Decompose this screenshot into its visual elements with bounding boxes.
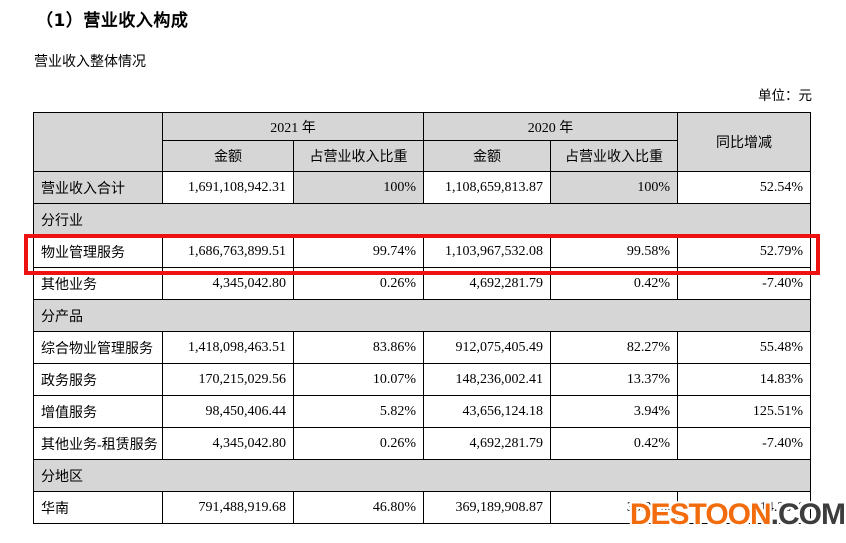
value-cell: 1,103,967,532.08 (423, 235, 551, 268)
section-row: 分地区 (33, 459, 811, 492)
section-label: 分行业 (33, 203, 811, 236)
value-cell: 4,692,281.79 (423, 267, 551, 300)
value-cell: 83.86% (293, 331, 424, 364)
value-cell: -7.40% (677, 267, 811, 300)
value-cell: 0.26% (293, 427, 424, 460)
table-row: 综合物业管理服务 1,418,098,463.51 83.86% 912,075,40… (33, 331, 811, 364)
value-cell: 369,189,908.87 (423, 491, 551, 524)
revenue-composition-table: 2021 年 2020 年 同比增减 金额 占营业收入比重 金额 占营业收入比重… (33, 112, 811, 524)
row-label: 物业管理服务 (33, 235, 163, 268)
year-2020-header: 2020 年 (423, 112, 678, 141)
value-cell: 55.48% (677, 331, 811, 364)
row-label: 华南 (33, 491, 163, 524)
value-cell: 3.94% (550, 395, 678, 428)
section-row: 分产品 (33, 299, 811, 332)
value-cell: 170,215,029.56 (162, 363, 294, 396)
value-cell: 912,075,405.49 (423, 331, 551, 364)
section-label: 分地区 (33, 459, 811, 492)
value-cell: 100% (293, 171, 424, 204)
value-cell: 82.27% (550, 331, 678, 364)
value-cell: 0.26% (293, 267, 424, 300)
value-cell: 1,418,098,463.51 (162, 331, 294, 364)
yoy-header: 同比增减 (677, 112, 811, 172)
share-2021-header: 占营业收入比重 (293, 140, 424, 172)
page-subtitle: 营业收入整体情况 (34, 55, 146, 70)
value-cell: 99.58% (550, 235, 678, 268)
value-cell: 1,686,763,899.51 (162, 235, 294, 268)
table-row: 其他业务-租赁服务 4,345,042.80 0.26% 4,692,281.79 0.… (33, 427, 811, 460)
value-cell: 1,691,108,942.31 (162, 171, 294, 204)
value-cell: 0.42% (550, 267, 678, 300)
section-row: 分行业 (33, 203, 811, 236)
value-cell: 14.83% (677, 363, 811, 396)
table-row: 物业管理服务 1,686,763,899.51 99.74% 1,103,967,53… (33, 235, 811, 268)
table-row: 营业收入合计 1,691,108,942.31 100% 1,108,659,813.… (33, 171, 811, 204)
value-cell: 148,236,002.41 (423, 363, 551, 396)
table-row: 其他业务 4,345,042.80 0.26% 4,692,281.79 0.42% -7… (33, 267, 811, 300)
value-cell: 125.51% (677, 395, 811, 428)
value-cell: 114.38% (677, 491, 811, 524)
value-cell: 791,488,919.68 (162, 491, 294, 524)
watermark-brand: DESTOON (629, 498, 772, 531)
value-cell: 43,656,124.18 (423, 395, 551, 428)
year-2021-header: 2021 年 (162, 112, 424, 141)
value-cell: 100% (550, 171, 678, 204)
value-cell: 4,345,042.80 (162, 427, 294, 460)
watermark-logo: DESTOON.COM (629, 498, 846, 532)
revenue-table-body: 营业收入合计 1,691,108,942.31 100% 1,108,659,813.… (33, 171, 811, 524)
share-2020-header: 占营业收入比重 (550, 140, 678, 172)
row-label: 增值服务 (33, 395, 163, 428)
table-row: 政务服务 170,215,029.56 10.07% 148,236,002.41 13… (33, 363, 811, 396)
value-cell: 4,345,042.80 (162, 267, 294, 300)
value-cell: 13.37% (550, 363, 678, 396)
value-cell: 98,450,406.44 (162, 395, 294, 428)
value-cell: 52.54% (677, 171, 811, 204)
value-cell: 1,108,659,813.87 (423, 171, 551, 204)
value-cell: 52.79% (677, 235, 811, 268)
amount-2020-header: 金额 (423, 140, 551, 172)
table-header: 2021 年 2020 年 同比增减 金额 占营业收入比重 金额 占营业收入比重 (33, 112, 811, 172)
row-label: 综合物业管理服务 (33, 331, 163, 364)
value-cell: 10.07% (293, 363, 424, 396)
section-label: 分产品 (33, 299, 811, 332)
value-cell: 99.74% (293, 235, 424, 268)
unit-label: 单位：元 (758, 88, 812, 103)
watermark-suffix: .COM (770, 498, 846, 531)
value-cell: 4,692,281.79 (423, 427, 551, 460)
table-row: 增值服务 98,450,406.44 5.82% 43,656,124.18 3.94%… (33, 395, 811, 428)
value-cell: -7.40% (677, 427, 811, 460)
corner-cell (33, 112, 163, 172)
row-label: 其他业务 (33, 267, 163, 300)
amount-2021-header: 金额 (162, 140, 294, 172)
page-title: （1）营业收入构成 (36, 11, 189, 31)
row-label: 其他业务-租赁服务 (33, 427, 163, 460)
value-cell: 0.42% (550, 427, 678, 460)
row-label: 营业收入合计 (33, 171, 163, 204)
table-row: 华南 791,488,919.68 46.80% 369,189,908.87 33.3… (33, 491, 811, 524)
value-cell: 5.82% (293, 395, 424, 428)
value-cell: 46.80% (293, 491, 424, 524)
row-label: 政务服务 (33, 363, 163, 396)
